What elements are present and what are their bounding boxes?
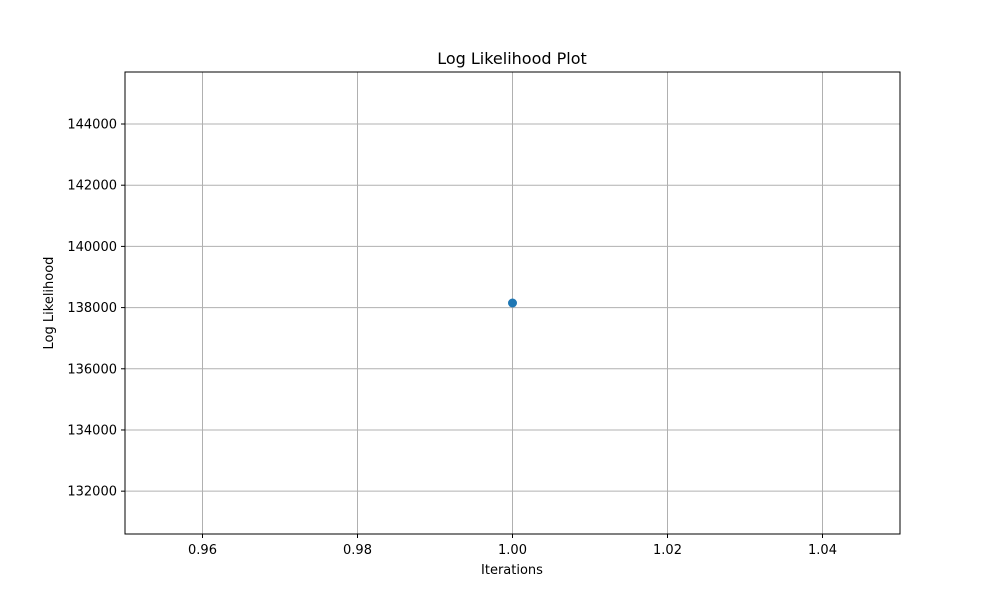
y-tick-label: 134000	[67, 423, 117, 438]
y-tick-label: 136000	[67, 362, 117, 377]
y-axis-label: Log Likelihood	[42, 257, 57, 350]
x-tick-label: 1.04	[808, 543, 837, 558]
y-tick-label: 132000	[67, 485, 117, 500]
data-point	[508, 298, 517, 308]
x-axis-ticks: 0.96 0.98 1.00 1.02 1.04	[188, 534, 837, 558]
y-tick-label: 140000	[67, 240, 117, 255]
chart-title: Log Likelihood Plot	[437, 49, 587, 68]
data-points	[508, 298, 517, 308]
y-axis-ticks: 132000 134000 136000 138000 140000 142000 1440…	[67, 118, 125, 500]
y-tick-label: 142000	[67, 179, 117, 194]
x-axis-label: Iterations	[481, 563, 543, 578]
x-tick-label: 0.98	[343, 543, 372, 558]
x-tick-label: 1.02	[653, 543, 682, 558]
x-tick-label: 1.00	[498, 543, 527, 558]
grid-lines	[125, 72, 900, 534]
y-tick-label: 144000	[67, 118, 117, 133]
y-tick-label: 138000	[67, 301, 117, 316]
x-tick-label: 0.96	[188, 543, 217, 558]
